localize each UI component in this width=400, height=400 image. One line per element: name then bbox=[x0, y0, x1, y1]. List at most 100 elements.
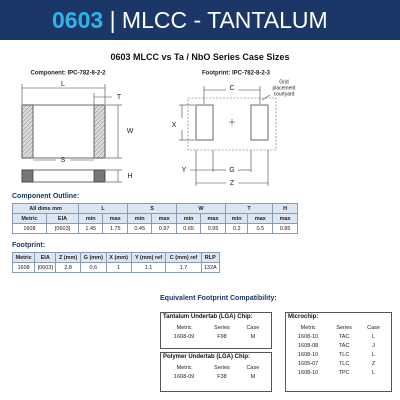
header-row: All dims mm L S W T H bbox=[11, 203, 298, 214]
header-cell: min bbox=[78, 213, 104, 224]
header-cell: Metric bbox=[300, 324, 316, 331]
row: 1608-10 TLC L bbox=[288, 350, 387, 359]
header-cell: EIA bbox=[45, 213, 80, 224]
cell: 1608-09 bbox=[174, 333, 195, 340]
header-cell: Case bbox=[246, 364, 260, 371]
cell: 1608-09 bbox=[174, 373, 195, 380]
header-cell: X (mm) bbox=[105, 252, 132, 263]
cell: F98 bbox=[217, 333, 227, 340]
component-drawing bbox=[21, 84, 122, 183]
component-caption: Component: IPC-782-8-2-2 bbox=[30, 71, 106, 77]
dim-label: Z bbox=[230, 180, 235, 187]
cell: TLC bbox=[338, 351, 350, 358]
table: Metric Series Case 1608-09 F98 M bbox=[163, 323, 267, 341]
header-row: Metric EIA Z (mm) G (mm) X (mm) Y (mm) ref C (… bbox=[11, 252, 221, 263]
row: 1608-09 F38 M bbox=[163, 372, 267, 381]
header-cell: Metric bbox=[176, 364, 192, 371]
cell: 1.1 bbox=[130, 262, 167, 273]
row: 1608-08 TAC J bbox=[288, 341, 387, 350]
row: 1605-07 TLC Z bbox=[288, 359, 387, 368]
cell: Z bbox=[371, 360, 376, 367]
cell: 0.95 bbox=[200, 223, 226, 234]
header-cell: Series bbox=[214, 324, 230, 331]
cell: TAC bbox=[338, 342, 350, 349]
table-box bbox=[160, 312, 272, 349]
cell: 1.75 bbox=[102, 223, 129, 234]
header-cell: Z (mm) bbox=[55, 252, 81, 263]
cell: 0.97 bbox=[151, 223, 177, 234]
header-cell: min bbox=[224, 213, 249, 224]
dim-label: Y bbox=[182, 167, 187, 174]
header-cell: Series bbox=[214, 364, 230, 371]
table-box bbox=[285, 312, 392, 392]
header-cell: T bbox=[224, 203, 274, 214]
courtyard-note: courtyard bbox=[274, 91, 295, 97]
header-cell: L bbox=[78, 203, 129, 214]
table-heading: Polymer Undertab (LGA) Chip: bbox=[163, 354, 251, 360]
cell: L bbox=[372, 351, 376, 358]
header-row: Metric Series Case bbox=[163, 363, 267, 372]
cell: 1 bbox=[105, 262, 132, 273]
table: Metric Series Case 1608-10 TAC L 1608-08 TAC J 16… bbox=[288, 323, 387, 377]
cell: TAC bbox=[338, 333, 350, 340]
cell: J bbox=[372, 342, 375, 349]
header-cell: min bbox=[175, 213, 202, 224]
cell: 0.5 bbox=[247, 223, 274, 234]
cell: 1608 bbox=[11, 262, 36, 273]
cell: 0.45 bbox=[127, 223, 153, 234]
header-cell: max bbox=[272, 213, 298, 224]
header-cell: max bbox=[247, 213, 274, 224]
dim-label: L bbox=[61, 81, 65, 88]
header-cell: Metric bbox=[12, 213, 47, 224]
table: Metric EIA Z (mm) G (mm) X (mm) Y (mm) ref C (… bbox=[11, 252, 221, 273]
cell: M bbox=[250, 373, 256, 380]
header-cell: Case bbox=[246, 324, 260, 331]
row: 1608-10 TPC L bbox=[288, 368, 387, 377]
row: 1608-09 F98 M bbox=[163, 332, 267, 341]
header-cell: Y (mm) ref bbox=[130, 252, 167, 263]
dim-label: S bbox=[61, 157, 66, 164]
cell: 1608-10 bbox=[298, 333, 319, 340]
header-cell: EIA bbox=[34, 252, 57, 263]
header-cell: G (mm) bbox=[79, 252, 107, 263]
header-cell: min bbox=[127, 213, 153, 224]
table: All dims mm L S W T H Metric EIA min max min max min… bbox=[11, 203, 298, 234]
table-heading: Microchip: bbox=[288, 314, 319, 320]
section-heading: Component Outline: bbox=[12, 193, 80, 200]
cell: L bbox=[372, 369, 376, 376]
row: 1608 [0603] 1.45 1.75 0.45 0.97 0.65 0.95 0.2 0.5… bbox=[12, 223, 298, 234]
cell: [0603] bbox=[45, 223, 80, 234]
dim-label: T bbox=[117, 94, 122, 101]
row: 1608-10 TAC L bbox=[288, 332, 387, 341]
cell: M bbox=[250, 333, 256, 340]
section-heading: Footprint: bbox=[12, 242, 46, 249]
cell: 132A bbox=[200, 262, 221, 273]
dim-label: W bbox=[127, 128, 134, 135]
header-cell: All dims mm bbox=[11, 203, 80, 214]
part-number: 0603 bbox=[52, 7, 104, 33]
cell: 1608-08 bbox=[298, 342, 319, 349]
header-title: | MLCC - TANTALUM bbox=[109, 7, 328, 33]
header-cell: Metric bbox=[11, 252, 36, 263]
cell: 1605-07 bbox=[298, 360, 319, 367]
cell: 0.85 bbox=[272, 223, 298, 234]
header-cell: C (mm) ref bbox=[165, 252, 202, 263]
header-cell: S bbox=[127, 203, 177, 214]
cell: 0.6 bbox=[79, 262, 107, 273]
section-heading: Equivalent Footprint Compatibility: bbox=[160, 295, 277, 302]
diagrams: Component: IPC-782-8-2-2 Footprint: IPC-… bbox=[21, 71, 296, 187]
cell: 2.8 bbox=[55, 262, 81, 273]
header-row: Metric EIA min max min max min max min max max bbox=[12, 213, 298, 224]
footprint-caption: Footprint: IPC-782-8-2-3 bbox=[202, 71, 271, 77]
header: 0603 | MLCC - TANTALUM bbox=[0, 0, 400, 40]
header-cell: Metric bbox=[176, 324, 192, 331]
table-box bbox=[160, 352, 272, 392]
row: 1608 [0603] 2.8 0.6 1 1.1 1.7 132A bbox=[11, 262, 221, 273]
dim-label: C bbox=[229, 85, 234, 92]
footprint-drawing bbox=[179, 86, 277, 186]
header-cell: Case bbox=[367, 324, 380, 331]
courtyard-note: placement bbox=[272, 85, 296, 91]
cell: 1608-10 bbox=[298, 351, 319, 358]
header-cell: Series bbox=[336, 324, 352, 331]
cell: TLC bbox=[338, 360, 350, 367]
